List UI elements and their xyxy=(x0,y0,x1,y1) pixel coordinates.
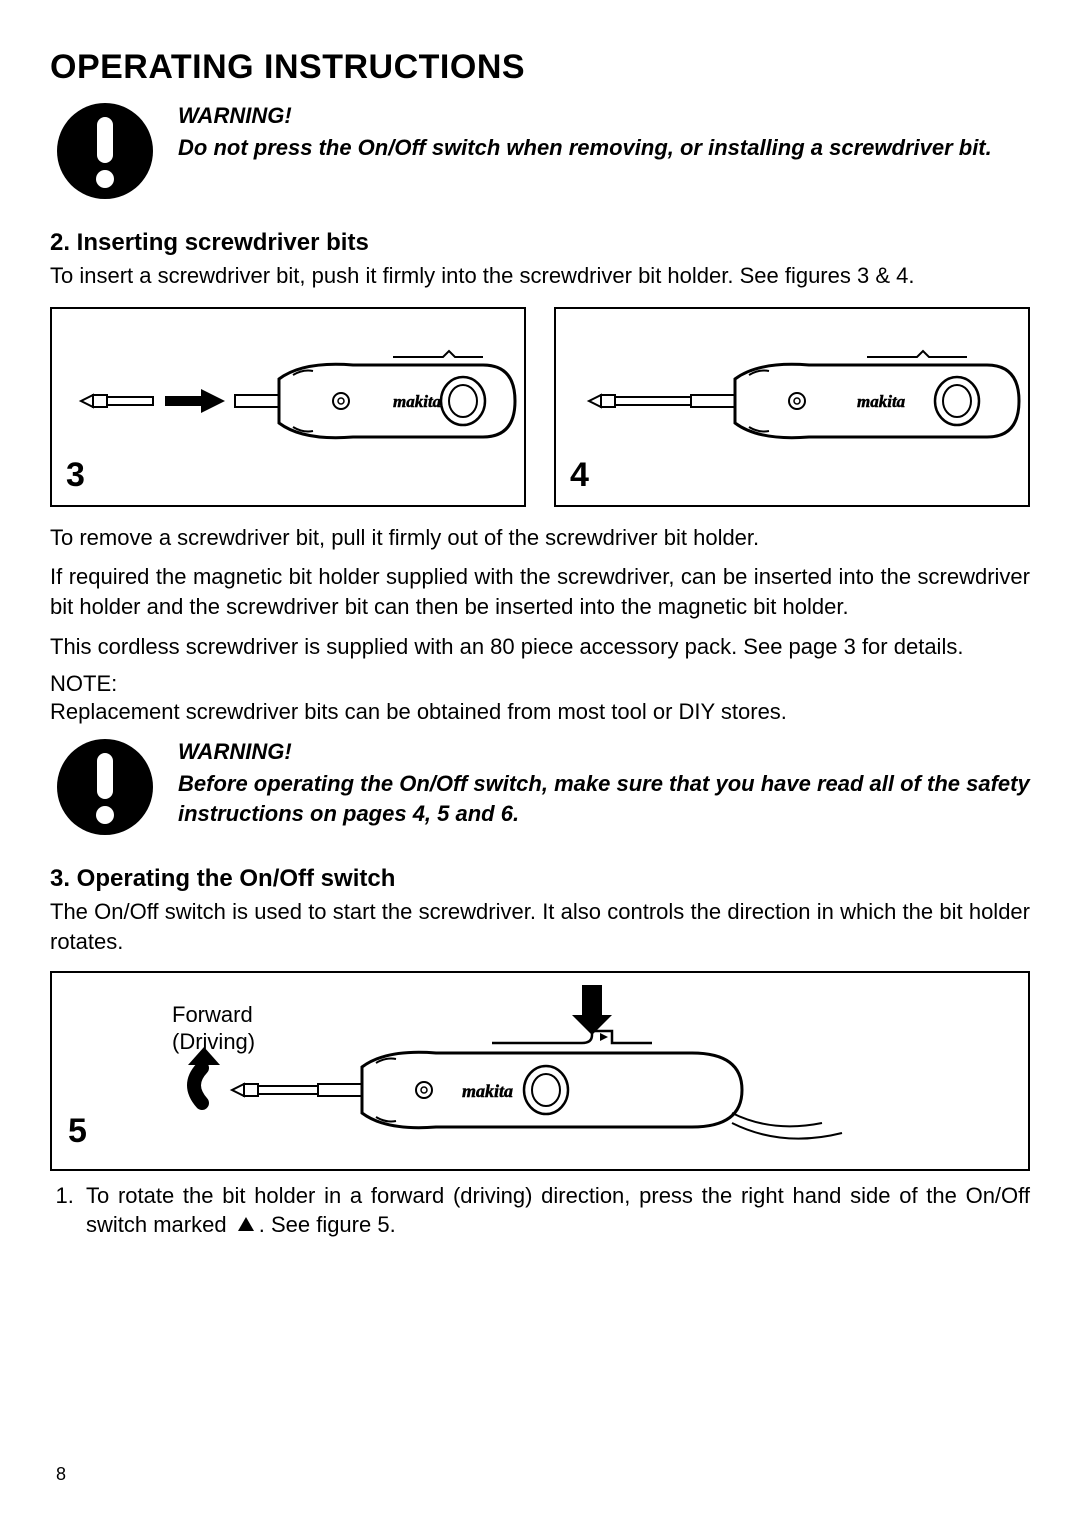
warning-icon-2 xyxy=(50,737,160,837)
figure-4: makita 4 xyxy=(554,307,1030,507)
screwdriver-fig4-icon: makita xyxy=(556,309,1028,505)
triangle-icon xyxy=(237,1210,255,1240)
figure-5-label-line2: (Driving) xyxy=(172,1029,255,1054)
section-2-remove: To remove a screwdriver bit, pull it fir… xyxy=(50,523,1030,553)
step1-part-a: To rotate the bit holder in a forward (d… xyxy=(86,1183,1030,1238)
warning-text-2: WARNING! Before operating the On/Off swi… xyxy=(178,737,1030,828)
warning-body-1: Do not press the On/Off switch when remo… xyxy=(178,133,1030,163)
section-2-heading: 2. Inserting screwdriver bits xyxy=(50,229,1030,257)
section-2-intro: To insert a screwdriver bit, push it fir… xyxy=(50,261,1030,291)
page-title: OPERATING INSTRUCTIONS xyxy=(50,48,1030,87)
figure-5: Forward (Driving) makita 5 xyxy=(50,971,1030,1171)
warning-icon xyxy=(50,101,160,201)
section-3-step-1: To rotate the bit holder in a forward (d… xyxy=(80,1181,1030,1240)
step1-part-b: . See figure 5. xyxy=(259,1212,396,1237)
note-body: Replacement screwdriver bits can be obta… xyxy=(50,697,1030,727)
section-2-accessory: This cordless screwdriver is supplied wi… xyxy=(50,632,1030,662)
section-3-heading: 3. Operating the On/Off switch xyxy=(50,865,1030,893)
figure-5-label-line1: Forward xyxy=(172,1002,253,1027)
section-2-magnetic: If required the magnetic bit holder supp… xyxy=(50,562,1030,621)
page-number: 8 xyxy=(56,1464,66,1485)
figure-row-3-4: makita 3 makita 4 xyxy=(50,307,1030,507)
warning-heading-2: WARNING! xyxy=(178,737,1030,767)
warning-body-2: Before operating the On/Off switch, make… xyxy=(178,769,1030,828)
figure-3-number: 3 xyxy=(66,456,85,495)
screwdriver-fig3-icon: makita xyxy=(52,309,524,505)
warning-text-1: WARNING! Do not press the On/Off switch … xyxy=(178,101,1030,162)
warning-heading-1: WARNING! xyxy=(178,101,1030,131)
figure-4-number: 4 xyxy=(570,456,589,495)
figure-5-number: 5 xyxy=(68,1112,87,1151)
section-3-steps: To rotate the bit holder in a forward (d… xyxy=(50,1181,1030,1240)
svg-text:makita: makita xyxy=(393,392,442,411)
section-3-intro: The On/Off switch is used to start the s… xyxy=(50,897,1030,956)
svg-text:makita: makita xyxy=(462,1081,513,1101)
note-label: NOTE: xyxy=(50,671,1030,697)
warning-block-2: WARNING! Before operating the On/Off swi… xyxy=(50,737,1030,837)
svg-text:makita: makita xyxy=(857,392,906,411)
figure-3: makita 3 xyxy=(50,307,526,507)
warning-block-1: WARNING! Do not press the On/Off switch … xyxy=(50,101,1030,201)
figure-5-label: Forward (Driving) xyxy=(172,1001,255,1056)
